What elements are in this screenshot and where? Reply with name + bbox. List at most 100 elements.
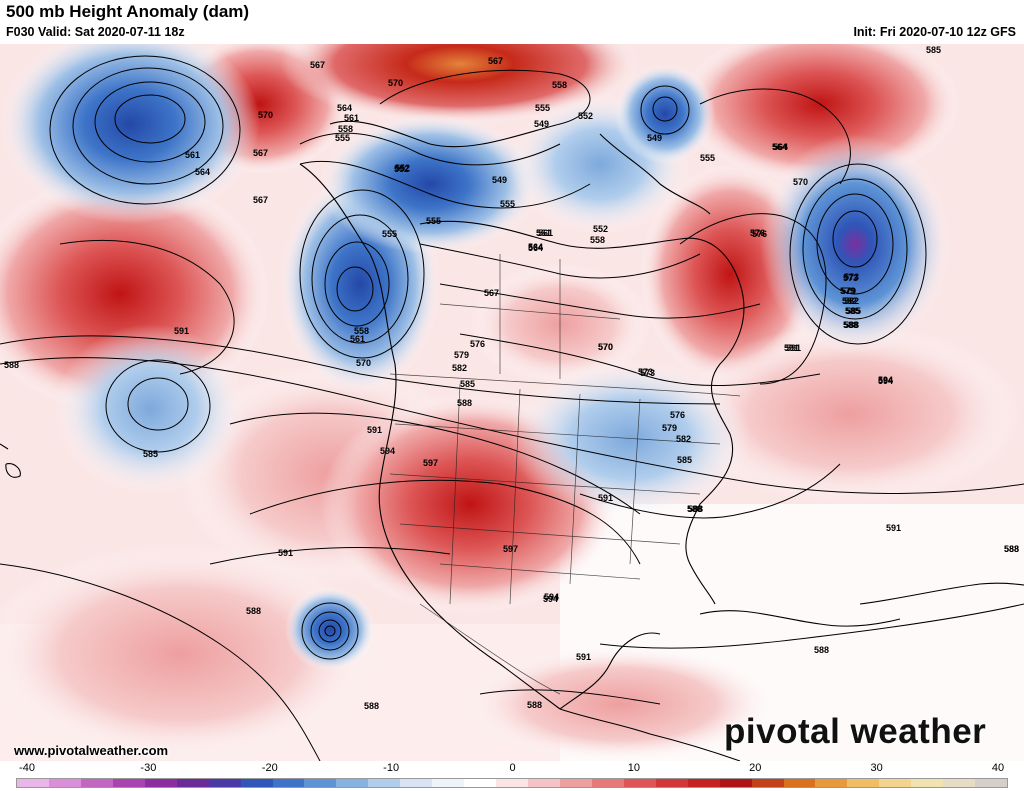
contour-label: 591: [598, 493, 613, 503]
contour-label: 564: [337, 103, 352, 113]
colorbar-swatch: [240, 779, 273, 787]
contour-label: 591: [174, 326, 189, 336]
colorbar-tick-label: -10: [383, 762, 400, 774]
colorbar-swatch: [879, 779, 912, 787]
contour-label: 567: [310, 60, 325, 70]
negative-anomaly-areas: [0, 44, 950, 671]
contour-label: 576: [752, 229, 767, 239]
colorbar-swatch: [368, 779, 401, 787]
contour-label: 567: [253, 148, 268, 158]
contour-label: 585: [846, 306, 861, 316]
contour-label: 555: [700, 153, 715, 163]
contour-label: 570: [793, 177, 808, 187]
contour-label: 555: [500, 199, 515, 209]
contour-label: 585: [143, 449, 158, 459]
contour-label: 579: [841, 286, 856, 296]
coastlines: [0, 120, 1024, 761]
contour-label: 588: [814, 645, 829, 655]
colorbar-swatch: [591, 779, 624, 787]
colorbar-swatch: [623, 779, 656, 787]
contour-label: 576: [750, 228, 765, 238]
valid-time: F030 Valid: Sat 2020-07-11 18z: [6, 25, 185, 39]
contour-label: 588: [4, 360, 19, 370]
brand-logo: pivotal weather: [724, 712, 987, 751]
contour-label: 564: [528, 242, 543, 252]
contour-label: 567: [488, 56, 503, 66]
contour-label: 573: [843, 273, 858, 283]
contour-label: 588: [1004, 544, 1019, 554]
colorbar-swatch: [17, 779, 49, 787]
height-contours: [0, 55, 1024, 761]
contour-label: 564: [773, 142, 788, 152]
contour-label: 555: [535, 103, 550, 113]
contour-label: 594: [380, 446, 395, 456]
colorbar-tick-label: 20: [749, 762, 762, 774]
contour-label: 564: [528, 243, 543, 253]
contour-label: 576: [670, 410, 685, 420]
colorbar-swatch: [783, 779, 816, 787]
contour-label: 567: [253, 195, 268, 205]
init-time: Init: Fri 2020-07-10 12z GFS: [853, 25, 1016, 39]
contour-label: 555: [382, 229, 397, 239]
colorbar-swatch: [687, 779, 720, 787]
contour-label: 552: [394, 164, 409, 174]
color-legend: -40 -30 -20 -10 0 10 20 30 40: [0, 761, 1024, 791]
colorbar-swatch: [943, 779, 976, 787]
contour-label: 570: [598, 342, 613, 352]
colorbar-swatch: [80, 779, 113, 787]
contour-label: 558: [552, 80, 567, 90]
contour-label: 594: [544, 592, 559, 602]
contour-label: 579: [662, 423, 677, 433]
contour-label: 591: [786, 343, 801, 353]
contour-label: 591: [278, 548, 293, 558]
contour-label: 570: [356, 358, 371, 368]
map-header: 500 mb Height Anomaly (dam) F030 Valid: …: [0, 0, 1024, 44]
contour-label: 558: [354, 326, 369, 336]
colorbar-tick-label: 10: [627, 762, 640, 774]
contour-label: 561: [350, 334, 365, 344]
colorbar-swatch: [751, 779, 784, 787]
contour-label: 567: [484, 288, 499, 298]
contour-label: 588: [687, 504, 702, 514]
contour-label: 573: [640, 368, 655, 378]
contour-label: 561: [538, 228, 553, 238]
contour-label: 588: [457, 398, 472, 408]
colorbar-tick-label: -40: [19, 762, 35, 774]
contour-label: 585: [460, 379, 475, 389]
contour-label: 585: [677, 455, 692, 465]
contour-label: 579: [454, 350, 469, 360]
contour-label: 549: [534, 119, 549, 129]
colorbar-swatch: [48, 779, 81, 787]
colorbar-swatch: [272, 779, 305, 787]
colorbar-swatch: [719, 779, 752, 787]
website-url[interactable]: www.pivotalweather.com: [14, 743, 169, 758]
contour-label: 588: [246, 606, 261, 616]
colorbar-swatch: [336, 779, 369, 787]
contour-label-group: 585 567 570 567 564 561 558 555 552 549 …: [4, 45, 1019, 711]
contour-label: 570: [598, 342, 613, 352]
colorbar-swatch: [176, 779, 209, 787]
contour-label: 561: [344, 113, 359, 123]
contour-label: 573: [844, 272, 859, 282]
contour-label: 594: [543, 594, 558, 604]
contour-label: 585: [845, 306, 860, 316]
contour-label: 561: [536, 228, 551, 238]
contour-label: 552: [395, 163, 410, 173]
contour-label: 597: [503, 544, 518, 554]
colorbar-swatch: [208, 779, 241, 787]
contour-label: 555: [426, 216, 441, 226]
contour-label: 582: [844, 296, 859, 306]
contour-label: 591: [784, 343, 799, 353]
contour-label: 594: [878, 375, 893, 385]
map-title: 500 mb Height Anomaly (dam): [6, 2, 250, 21]
contour-label: 570: [388, 78, 403, 88]
contour-label: 555: [335, 133, 350, 143]
contour-label: 582: [452, 363, 467, 373]
contour-label: 558: [590, 235, 605, 245]
colorbar-swatch: [144, 779, 177, 787]
contour-label: 570: [258, 110, 273, 120]
colorbar-tick-label: -20: [261, 762, 278, 774]
colorbar-swatch: [847, 779, 880, 787]
contour-label: 594: [878, 376, 893, 386]
contour-label: 588: [688, 504, 703, 514]
